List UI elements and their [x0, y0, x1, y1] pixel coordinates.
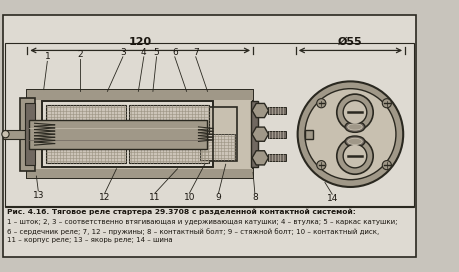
Text: 1: 1: [45, 52, 50, 61]
Bar: [20, 98, 34, 171]
Bar: [200, 134, 235, 160]
Text: 6: 6: [172, 48, 177, 57]
Bar: [42, 101, 213, 167]
Text: 8: 8: [252, 193, 257, 202]
Text: 5: 5: [153, 48, 159, 57]
Text: 13: 13: [33, 191, 44, 200]
Text: 120: 120: [129, 37, 151, 47]
Circle shape: [297, 81, 403, 187]
Text: 11: 11: [149, 193, 160, 202]
Bar: [45, 105, 125, 163]
Text: 1 – шток; 2, 3 – соответственно втягивающая и удерживающая катушки; 4 – втулка; : 1 – шток; 2, 3 – соответственно втягиваю…: [7, 219, 397, 225]
Circle shape: [342, 100, 366, 124]
Bar: [267, 131, 285, 138]
Bar: [5, 43, 413, 207]
Circle shape: [2, 131, 9, 138]
Text: 14: 14: [326, 194, 337, 203]
Ellipse shape: [344, 121, 364, 132]
Text: 9: 9: [215, 193, 221, 202]
Bar: [27, 91, 252, 100]
Bar: [304, 130, 313, 139]
Circle shape: [342, 144, 366, 168]
Circle shape: [304, 89, 395, 180]
Circle shape: [381, 99, 391, 108]
Ellipse shape: [347, 138, 362, 145]
Text: 10: 10: [183, 193, 195, 202]
Bar: [3, 130, 24, 139]
Bar: [25, 103, 34, 165]
Text: Ø55: Ø55: [337, 37, 362, 47]
Text: 12: 12: [99, 193, 110, 202]
Circle shape: [316, 160, 325, 170]
Ellipse shape: [347, 124, 362, 130]
Text: Рис. 4.16. Тяговое реле стартера 29.3708 с разделенной контактной системой:: Рис. 4.16. Тяговое реле стартера 29.3708…: [7, 209, 355, 215]
Circle shape: [381, 160, 391, 170]
Text: 7: 7: [192, 48, 198, 57]
Text: 4: 4: [141, 48, 146, 57]
Bar: [42, 101, 213, 167]
Bar: [251, 101, 258, 167]
Text: 3: 3: [120, 48, 125, 57]
Bar: [267, 107, 285, 114]
Bar: [129, 105, 209, 163]
Text: 6 – сердечник реле; 7, 12 – пружины; 8 – контактный болт; 9 – стяжной болт; 10 –: 6 – сердечник реле; 7, 12 – пружины; 8 –…: [7, 228, 379, 235]
Bar: [27, 91, 252, 178]
Bar: [29, 120, 206, 149]
Circle shape: [336, 94, 372, 131]
Bar: [27, 169, 252, 178]
Text: 11 – корпус реле; 13 – якорь реле; 14 – шина: 11 – корпус реле; 13 – якорь реле; 14 – …: [7, 237, 173, 243]
Ellipse shape: [344, 136, 364, 147]
Circle shape: [336, 138, 372, 174]
Bar: [198, 107, 236, 162]
Circle shape: [316, 99, 325, 108]
Bar: [267, 154, 285, 162]
Text: 2: 2: [77, 50, 83, 59]
